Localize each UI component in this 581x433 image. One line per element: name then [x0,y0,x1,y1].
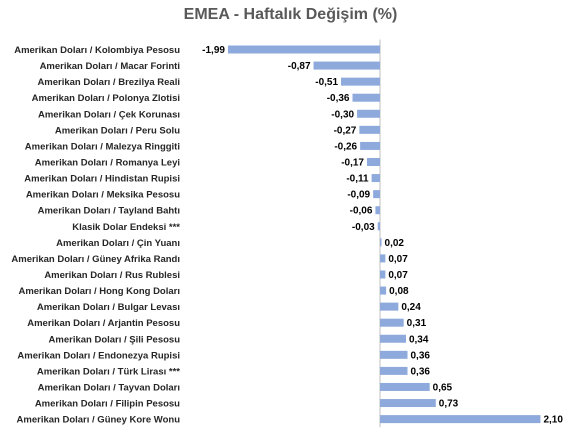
value-label: -0,27 [334,125,357,136]
bar [380,254,386,263]
bar [380,382,430,391]
bar [380,350,408,359]
value-label: -0,11 [346,174,369,185]
value-label: -0,26 [334,141,357,152]
bar [380,302,399,311]
value-label: 0,36 [411,350,431,361]
value-label: 0,34 [409,334,429,345]
bar [360,141,380,150]
category-label: Amerikan Doları / Güney Afrika Randı [11,254,180,265]
category-label: Amerikan Doları / Çek Korunası [38,109,180,120]
category-label: Amerikan Doları / Tayland Bahtı [38,206,180,217]
bar [357,109,380,118]
bar [313,61,380,70]
category-label: Amerikan Doları / Filipin Pesosu [35,399,180,410]
bar [341,77,380,86]
value-label: 0,08 [389,286,409,297]
value-label: 0,02 [385,238,405,249]
category-label: Amerikan Doları / Peru Solu [55,125,180,136]
chart-title: EMEA - Haftalık Değişim (%) [183,6,398,23]
value-label: 0,07 [388,254,408,265]
value-label: -0,17 [341,157,364,168]
bar [380,318,404,327]
bar [359,125,380,134]
bar [380,399,436,408]
category-label: Amerikan Doları / Malezya Ringgiti [25,141,180,152]
category-label: Amerikan Doları / Polonya Zlotisi [32,93,180,104]
bar [375,206,380,215]
category-label: Amerikan Doları / Güney Kore Wonu [17,415,181,426]
bar [380,334,406,343]
category-label: Amerikan Doları / Şili Pesosu [49,334,181,345]
value-label: 2,10 [543,415,563,426]
bar [371,174,380,183]
category-label: Amerikan Doları / Rus Rublesi [44,270,180,281]
value-label: 0,24 [401,302,421,313]
value-label: 0,73 [439,399,459,410]
value-label: 0,07 [388,270,408,281]
category-label: Amerikan Doları / Tayvan Doları [38,382,180,393]
category-label: Amerikan Doları / Çin Yuanı [56,238,180,249]
category-label: Amerikan Doları / Bulgar Levası [37,302,180,313]
category-label: Amerikan Doları / Arjantin Pesosu [27,318,180,329]
bar [227,45,380,54]
category-label: Amerikan Doları / Kolombiya Pesosu [14,45,180,56]
bar [377,222,380,231]
value-label: -0,09 [347,190,370,201]
value-label: -0,87 [288,61,311,72]
bar [380,238,382,247]
value-label: -0,51 [315,77,338,88]
bar [380,415,541,424]
category-label: Amerikan Doları / Hindistan Rupisi [24,174,180,185]
bar [373,190,380,199]
value-label: -0,03 [352,222,375,233]
category-label: Amerikan Doları / Romanya Leyi [35,157,180,168]
category-label: Amerikan Doları / Türk Lirası *** [37,366,180,377]
value-label: -1,99 [202,45,225,56]
category-label: Amerikan Doları / Hong Kong Doları [18,286,180,297]
category-label: Amerikan Doları / Brezilya Reali [37,77,180,88]
category-label: Amerikan Doları / Endonezya Rupisi [17,350,180,361]
value-label: 0,31 [407,318,427,329]
category-label: Amerikan Doları / Macar Forinti [40,61,180,72]
category-label: Klasik Dolar Endeksi *** [72,222,180,233]
bar [367,157,380,166]
bar [352,93,380,102]
bar [380,286,387,295]
value-label: -0,30 [331,109,354,120]
value-label: 0,65 [433,382,453,393]
value-label: 0,36 [411,366,431,377]
bar [380,366,408,375]
bar [380,270,386,279]
category-label: Amerikan Doları / Meksika Pesosu [26,190,180,201]
value-label: -0,06 [350,206,373,217]
value-label: -0,36 [327,93,350,104]
